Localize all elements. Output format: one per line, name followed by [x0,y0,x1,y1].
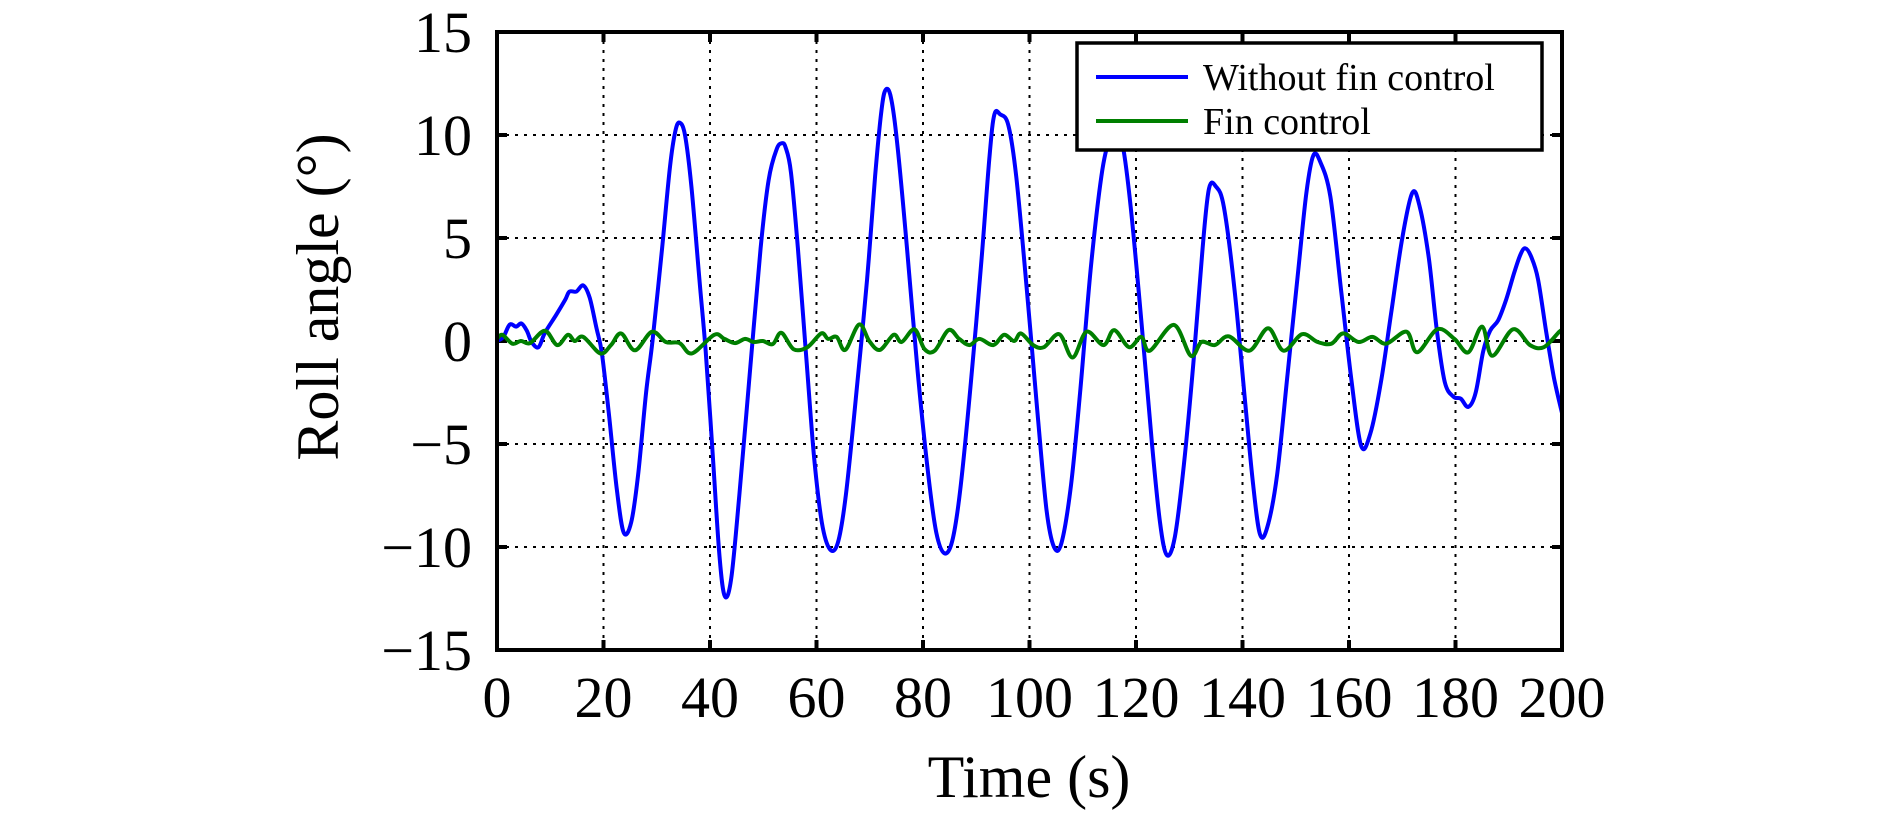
axes-frame [495,30,1564,652]
x-tick-label: 140 [1199,665,1286,730]
y-tick-label: −5 [410,412,472,477]
y-tick-labels: 15 10 5 0 −5 −10 −15 [381,0,472,683]
y-axis-label: Roll angle (°) [285,133,351,460]
x-tick-label: 0 [483,665,512,730]
y-tick-label: 0 [443,309,472,374]
y-tick-label: 15 [414,0,472,65]
legend-label-without-fin-control: Without fin control [1203,57,1495,99]
y-tick-label: 10 [414,103,472,168]
legend-label-fin-control: Fin control [1203,101,1371,143]
y-tick-label: −15 [381,618,472,683]
x-tick-label: 120 [1093,665,1180,730]
x-tick-label: 200 [1519,665,1606,730]
legend: Without fin control Fin control [1075,41,1544,152]
y-tick-label: −10 [381,515,472,580]
x-tick-label: 180 [1412,665,1499,730]
x-tick-label: 40 [681,665,739,730]
x-tick-label: 160 [1306,665,1393,730]
y-tick-label: 5 [443,206,472,271]
legend-box [1075,41,1544,152]
x-tick-label: 100 [986,665,1073,730]
x-tick-label: 60 [788,665,846,730]
series-line-fin-control [497,322,1562,360]
x-tick-label: 80 [894,665,952,730]
series-line-without-fin-control [497,86,1562,600]
x-tick-labels: 0 20 40 60 80 100 120 140 160 180 200 [483,665,1606,730]
x-axis-label: Time (s) [928,744,1131,810]
x-tick-label: 20 [575,665,633,730]
series-group [497,86,1562,600]
